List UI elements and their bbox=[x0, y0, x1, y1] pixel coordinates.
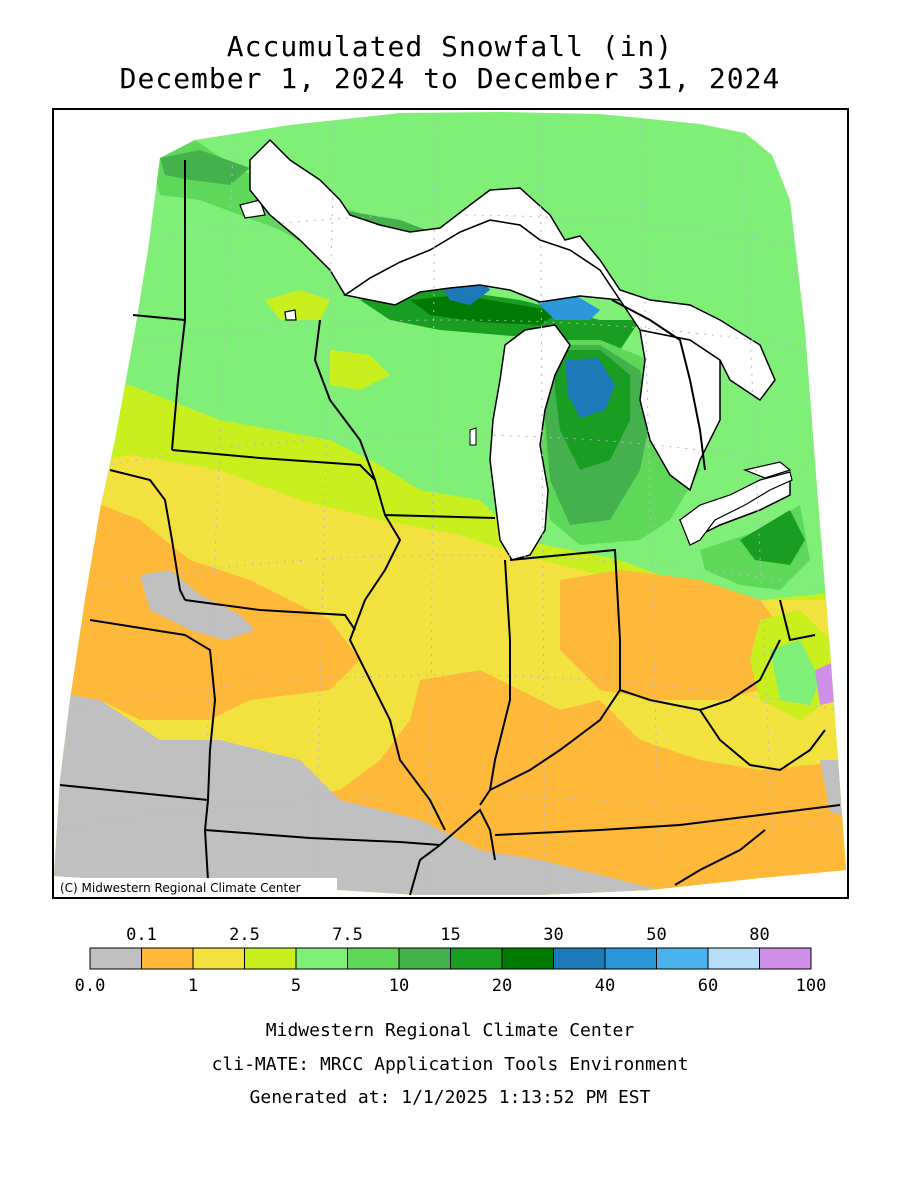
footer-organization: Midwestern Regional Climate Center bbox=[265, 1020, 635, 1041]
legend-swatch-40-50 bbox=[604, 947, 657, 970]
legend-upper-label: 0.1 bbox=[126, 925, 157, 945]
ky-wv-va-border bbox=[699, 709, 826, 772]
copyright-text: (C) Midwestern Regional Climate Center bbox=[60, 881, 301, 895]
legend-swatch-20-30 bbox=[501, 947, 554, 970]
zone-0-0.1-south bbox=[54, 690, 700, 895]
sd-ia-border bbox=[109, 469, 186, 601]
legend-swatch-10-15 bbox=[398, 947, 451, 970]
legend-lower-label: 1 bbox=[188, 976, 198, 996]
ok-ar-border bbox=[203, 799, 209, 881]
legend-upper-label: 50 bbox=[646, 925, 666, 945]
zone-2.5-5-north-dakota bbox=[265, 290, 330, 320]
legend-swatch-60-80 bbox=[707, 947, 760, 970]
state-boundaries bbox=[59, 160, 841, 896]
southern-ontario bbox=[679, 471, 793, 546]
mn-wi-border bbox=[313, 319, 376, 481]
footer-generated-time: Generated at: 1/1/2025 1:13:52 PM EST bbox=[249, 1087, 651, 1108]
legend-swatch-2.5-5 bbox=[244, 947, 297, 970]
legend-swatch-7.5-10 bbox=[347, 947, 400, 970]
zone-20-30-superior bbox=[410, 295, 560, 325]
nd-sd-border bbox=[132, 314, 186, 321]
map-title: Accumulated Snowfall (in) bbox=[226, 30, 674, 63]
legend-lower-label: 0.0 bbox=[75, 976, 106, 996]
lake-michigan bbox=[489, 324, 571, 561]
legend-swatch-80-100 bbox=[759, 947, 812, 970]
date-range-subtitle: December 1, 2024 to December 31, 2024 bbox=[119, 62, 781, 95]
lake-of-the-woods bbox=[239, 199, 266, 219]
zone-0-0.1-iowa bbox=[140, 570, 255, 640]
legend-swatch-0.0-0.1 bbox=[89, 947, 142, 970]
legend-swatch-15-20 bbox=[450, 947, 503, 970]
legend-swatch-0.1-1 bbox=[141, 947, 194, 970]
legend-swatch-5-7.5 bbox=[295, 947, 348, 970]
legend-lower-label: 20 bbox=[492, 976, 512, 996]
lake-ontario bbox=[742, 461, 792, 479]
legend-lower-label: 5 bbox=[291, 976, 301, 996]
legend-lower-label: 60 bbox=[698, 976, 718, 996]
legend-upper-label: 2.5 bbox=[229, 925, 260, 945]
legend-lower-label: 40 bbox=[595, 976, 615, 996]
il-in-border bbox=[479, 559, 511, 806]
legend-upper-label: 30 bbox=[543, 925, 563, 945]
canada-region bbox=[249, 138, 793, 546]
ky-tn-border bbox=[494, 804, 841, 836]
legend-swatch-30-40 bbox=[553, 947, 606, 970]
mo-ar-border bbox=[204, 829, 441, 846]
footer-application: cli-MATE: MRCC Application Tools Environ… bbox=[211, 1054, 689, 1075]
zone-40-50-up bbox=[535, 295, 600, 320]
red-lake bbox=[284, 309, 297, 321]
legend-lower-label: 100 bbox=[796, 976, 827, 996]
tn-nc-border bbox=[674, 829, 766, 886]
copyright-box bbox=[55, 878, 337, 896]
graticule bbox=[54, 112, 846, 891]
ia-mo-border bbox=[184, 599, 356, 631]
legend-swatch-50-60 bbox=[656, 947, 709, 970]
zone-10-15-northwest bbox=[160, 150, 250, 185]
legend-upper-label: 7.5 bbox=[332, 925, 363, 945]
in-oh-border bbox=[509, 548, 621, 690]
legend-swatch-1-2.5 bbox=[192, 947, 245, 970]
mn-nd-border bbox=[171, 160, 186, 451]
pa-oh-border bbox=[779, 599, 816, 642]
il-west-border bbox=[348, 514, 446, 831]
zone-2.5-5-minnesota bbox=[330, 350, 390, 390]
ne-ks-border bbox=[89, 619, 217, 801]
tn-ar-border bbox=[409, 808, 496, 896]
zone-15-20-erie bbox=[740, 510, 805, 565]
legend-upper-label: 80 bbox=[749, 925, 769, 945]
legend-lower-label: 10 bbox=[389, 976, 409, 996]
ia-mn-wi-border bbox=[171, 449, 496, 519]
ks-ok-border bbox=[59, 784, 209, 801]
ohio-river bbox=[489, 639, 781, 791]
ontario-land bbox=[249, 138, 776, 402]
mi-canada-border bbox=[611, 299, 706, 471]
color-legend: 0.1 2.5 7.5 15 30 50 800.0 1 5 10 20 40 60 100 bbox=[75, 925, 827, 996]
lake-winnebago bbox=[469, 427, 477, 446]
zone-0-0.1-east bbox=[820, 760, 846, 820]
zone-30-40-michigan bbox=[565, 358, 615, 418]
zone-5-7.5-wv bbox=[770, 640, 820, 705]
legend-upper-label: 15 bbox=[440, 925, 460, 945]
